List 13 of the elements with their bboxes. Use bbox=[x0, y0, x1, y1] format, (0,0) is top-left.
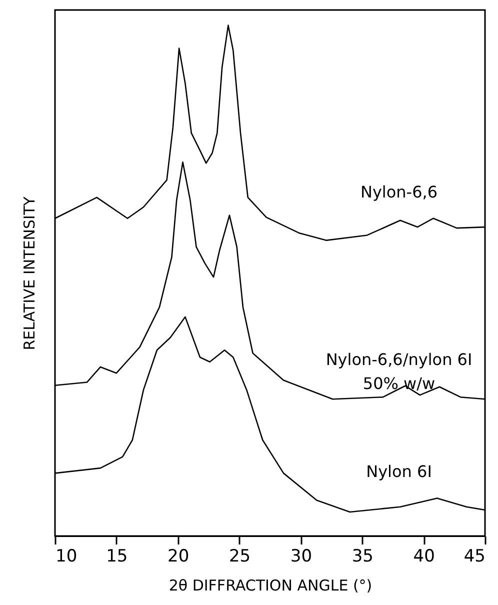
series-label: Nylon-6,6 bbox=[360, 182, 438, 202]
x-tick-label: 30 bbox=[290, 546, 312, 566]
x-tick-label: 25 bbox=[228, 546, 251, 566]
x-tick-label: 35 bbox=[352, 546, 374, 566]
x-axis-title: 2θ DIFFRACTION ANGLE (°) bbox=[168, 576, 372, 594]
x-tick-label: 10 bbox=[56, 546, 78, 566]
x-tick-label: 15 bbox=[106, 546, 128, 566]
x-tick-label: 20 bbox=[168, 546, 190, 566]
x-tick-label: 45 bbox=[464, 546, 486, 566]
x-tick-label: 40 bbox=[413, 546, 435, 566]
y-axis-title: RELATIVE INTENSITY bbox=[20, 196, 38, 350]
series-label: Nylon 6I bbox=[366, 462, 432, 482]
series-label: Nylon-6,6/nylon 6I 50% w/w bbox=[326, 350, 472, 393]
